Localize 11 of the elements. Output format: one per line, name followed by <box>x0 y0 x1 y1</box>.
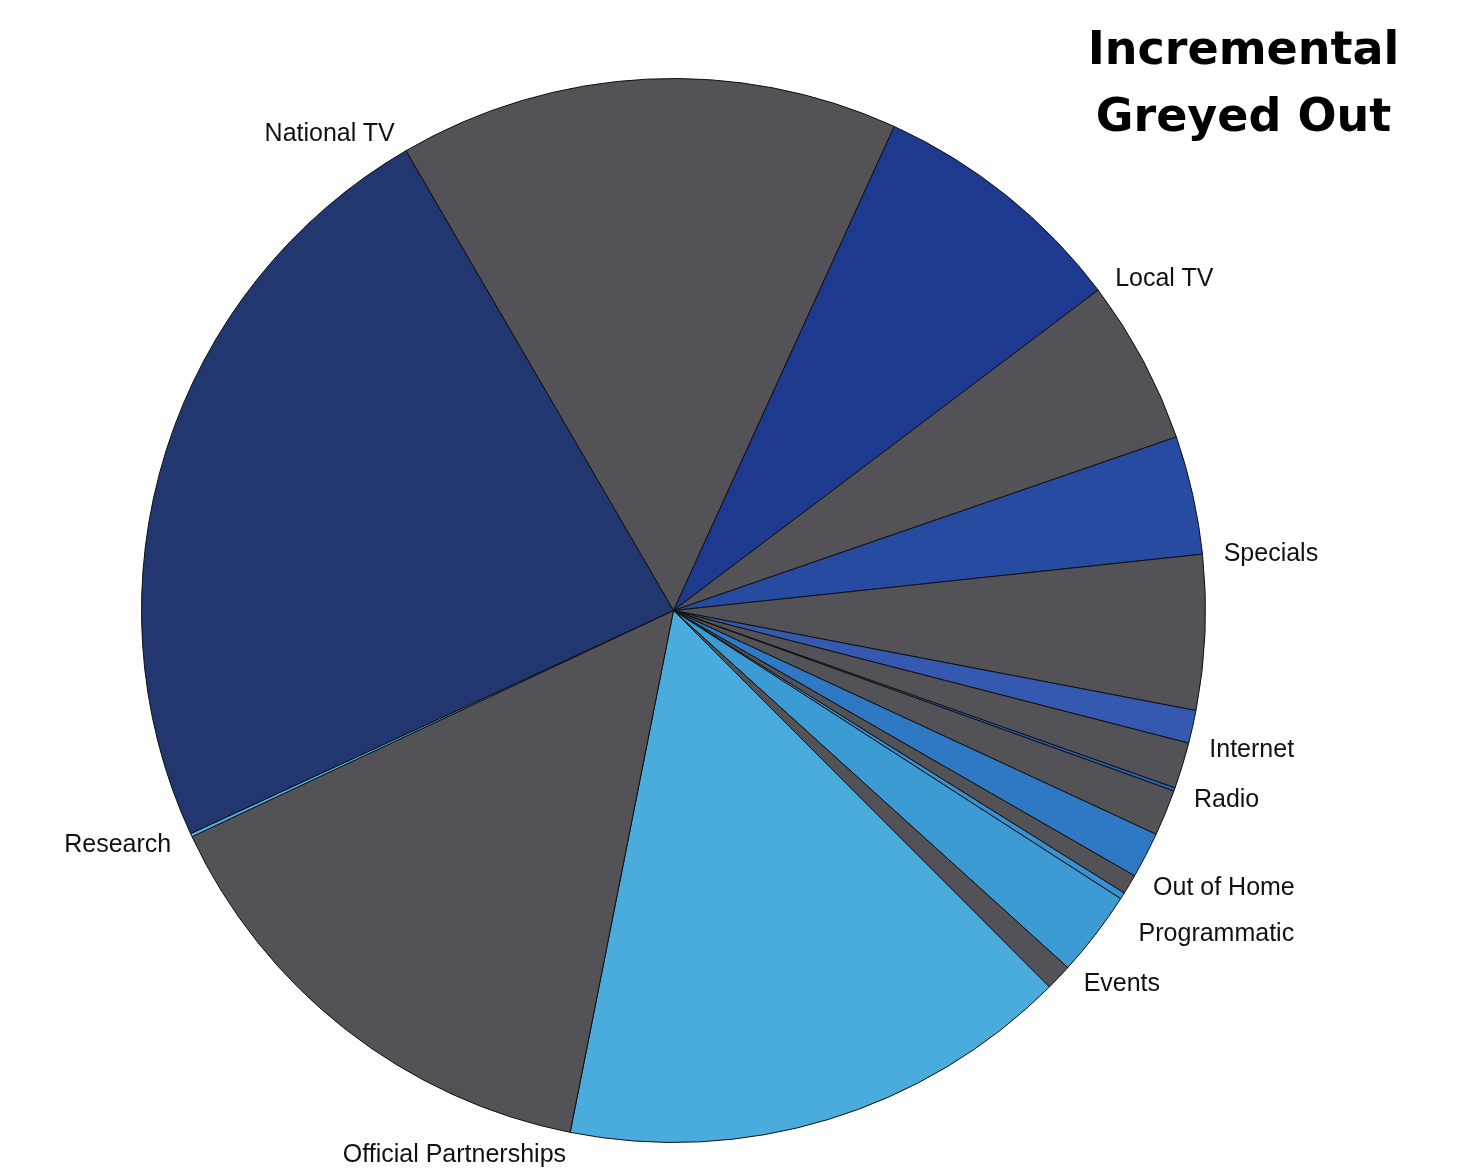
slice-label: Official Partnerships <box>342 1139 567 1168</box>
slice-label: Radio <box>1193 784 1260 813</box>
slice-label: Research <box>64 828 172 857</box>
slice-label: Programmatic <box>1138 917 1295 946</box>
chart-title: Incremental Greyed Out <box>1087 20 1400 142</box>
slice-label: Events <box>1083 967 1161 996</box>
slice-label: Local TV <box>1115 263 1214 292</box>
slice-label: Specials <box>1223 537 1319 566</box>
slice-label: National TV <box>264 118 396 147</box>
slice-label: Out of Home <box>1153 872 1295 901</box>
slice-label: Internet <box>1209 734 1295 763</box>
